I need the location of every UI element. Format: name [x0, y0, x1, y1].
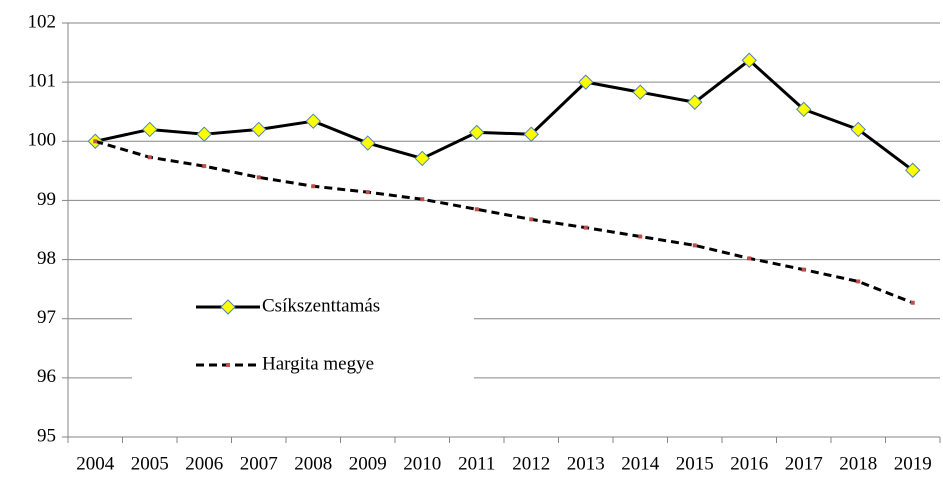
marker	[251, 121, 267, 138]
marker	[638, 234, 643, 239]
marker	[747, 256, 752, 261]
x-tick-label: 2008	[294, 453, 332, 474]
marker	[365, 190, 370, 195]
marker	[692, 243, 697, 248]
marker	[93, 139, 98, 144]
marker	[523, 126, 539, 142]
legend-label: Hargita megye	[262, 353, 374, 374]
y-tick-label: 99	[37, 189, 56, 210]
x-tick-label: 2014	[621, 453, 660, 474]
marker	[796, 101, 812, 118]
marker	[474, 207, 479, 212]
x-tick-label: 2004	[76, 453, 115, 474]
marker	[583, 225, 588, 230]
x-tick-label: 2012	[512, 453, 550, 474]
x-tick-label: 2011	[458, 453, 495, 474]
marker	[529, 217, 534, 222]
legend-marker	[226, 363, 230, 367]
marker	[202, 164, 207, 169]
marker	[305, 113, 321, 129]
marker	[414, 150, 430, 167]
series-line	[94, 139, 914, 305]
marker	[360, 135, 376, 151]
x-tick-label: 2010	[403, 453, 441, 474]
marker	[905, 162, 921, 178]
legend-label: Csíkszenttamás	[262, 295, 380, 316]
x-tick-label: 2017	[785, 453, 823, 474]
marker	[687, 94, 703, 110]
marker	[256, 175, 261, 180]
marker	[578, 74, 594, 90]
x-tick-label: 2019	[894, 453, 932, 474]
x-tick-label: 2016	[730, 453, 768, 474]
y-tick-label: 98	[37, 248, 56, 269]
x-tick-label: 2018	[839, 453, 877, 474]
marker	[741, 52, 757, 68]
y-tick-label: 100	[28, 130, 57, 151]
y-tick-label: 101	[28, 71, 57, 92]
x-tick-label: 2007	[240, 453, 278, 474]
marker	[850, 121, 866, 138]
x-tick-label: 2005	[131, 453, 169, 474]
marker	[420, 197, 425, 202]
x-tick-label: 2006	[185, 453, 223, 474]
y-tick-label: 97	[37, 307, 56, 328]
marker	[801, 267, 806, 272]
marker	[469, 124, 485, 141]
marker	[196, 126, 212, 142]
marker	[311, 184, 316, 189]
y-tick-label: 96	[37, 366, 56, 387]
marker	[910, 300, 915, 305]
y-tick-label: 95	[37, 425, 56, 446]
y-tick-label: 102	[28, 11, 57, 32]
marker	[856, 279, 861, 284]
x-tick-label: 2013	[567, 453, 605, 474]
legend-marker	[220, 299, 236, 315]
x-tick-label: 2015	[676, 453, 714, 474]
marker	[632, 84, 648, 100]
marker	[142, 121, 158, 138]
legend	[132, 280, 474, 390]
series-line	[94, 58, 914, 172]
marker	[147, 155, 152, 160]
x-tick-label: 2009	[349, 453, 387, 474]
